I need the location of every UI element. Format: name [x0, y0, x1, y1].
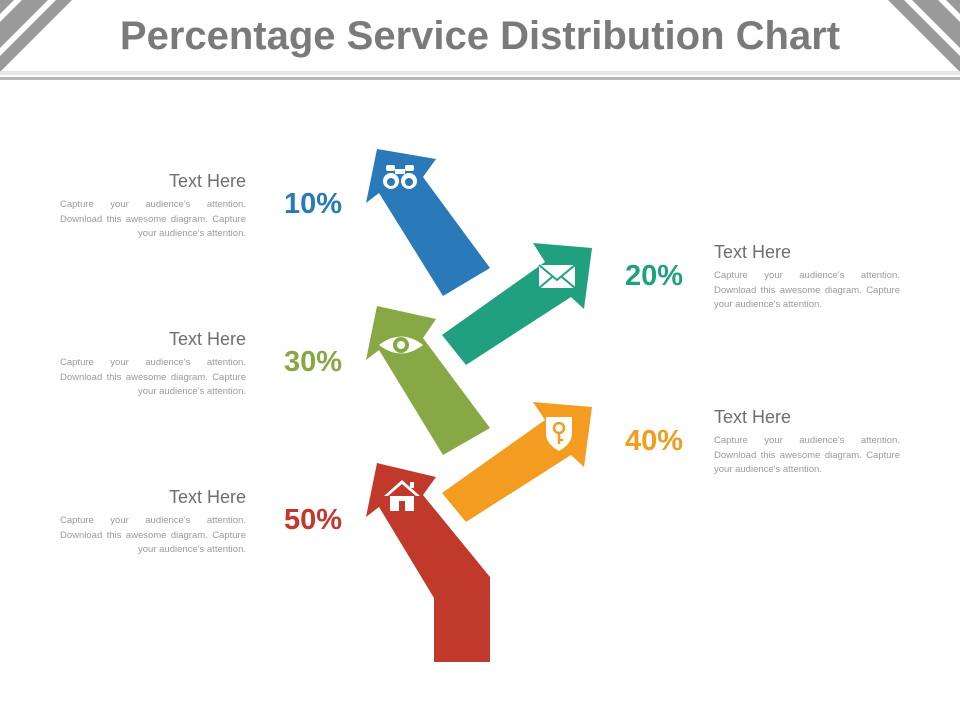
corner-decoration-left [0, 0, 72, 72]
envelope-icon [538, 264, 576, 289]
percent-30: 30% [284, 346, 343, 378]
binoculars-icon [383, 165, 417, 189]
label-heading: Text Here [168, 171, 246, 191]
page-title: Percentage Service Distribution Chart [119, 14, 841, 58]
label-40: Text Here Capture your audience's attent… [714, 407, 900, 478]
arrow-10 [366, 149, 490, 296]
label-heading: Text Here [168, 329, 246, 349]
title-divider-shadow [0, 77, 960, 80]
percent-40: 40% [625, 425, 684, 457]
label-10: Text Here Capture your audience's attent… [60, 171, 246, 242]
label-heading: Text Here [714, 407, 792, 427]
house-icon [384, 480, 420, 511]
eye-icon [379, 336, 423, 354]
label-description: Capture your audience's attention. Downl… [60, 199, 246, 239]
label-description: Capture your audience's attention. Downl… [60, 515, 246, 555]
label-20: Text Here Capture your audience's attent… [714, 242, 900, 313]
label-description: Capture your audience's attention. Downl… [714, 435, 900, 475]
shield-key-icon [546, 417, 572, 451]
percent-10: 10% [284, 188, 343, 220]
corner-decoration-right [888, 0, 960, 72]
label-description: Capture your audience's attention. Downl… [714, 270, 900, 310]
label-30: Text Here Capture your audience's attent… [60, 329, 246, 400]
title-divider [0, 71, 960, 75]
label-heading: Text Here [714, 242, 792, 262]
percent-20: 20% [625, 260, 684, 292]
label-heading: Text Here [168, 487, 246, 507]
arrow-50 [366, 463, 490, 662]
percent-50: 50% [284, 504, 343, 536]
label-50: Text Here Capture your audience's attent… [60, 487, 246, 558]
label-description: Capture your audience's attention. Downl… [60, 357, 246, 397]
